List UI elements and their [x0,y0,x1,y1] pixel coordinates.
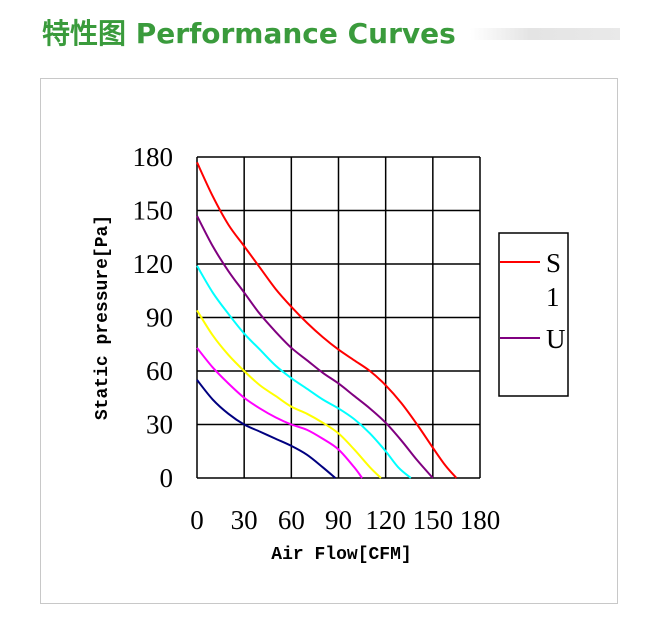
x-tick-label: 120 [365,505,406,535]
x-tick-label: 180 [460,505,501,535]
legend-box [498,232,569,397]
series-line-3 [196,265,412,479]
chart-series [196,161,458,479]
x-tick-label: 0 [190,505,204,535]
title-decoration-bar [470,28,620,40]
x-tick-label: 90 [325,505,352,535]
y-tick-label: 180 [133,142,174,172]
series-line-2 [196,215,434,479]
page-title: 特性图 Performance Curves [42,17,456,50]
x-tick-label: 30 [231,505,258,535]
chart-legend: S 1 U [498,232,569,397]
chart-frame [40,78,618,604]
legend-label: U [546,324,566,354]
y-tick-label: 60 [146,356,173,386]
y-tick-label: 30 [146,410,173,440]
y-axis-label: Static pressure[Pa] [93,215,113,420]
x-tick-label: 60 [278,505,305,535]
y-tick-label: 90 [146,303,173,333]
legend-label: 1 [546,282,560,312]
y-tick-label: 0 [160,463,174,493]
legend-label: S [546,248,561,278]
series-line-1 [196,161,458,479]
series-line-4 [196,309,382,479]
y-tick-label: 120 [133,249,174,279]
x-tick-label: 150 [413,505,454,535]
x-axis-label: Air Flow[CFM] [271,545,411,565]
chart-grid [196,156,481,479]
y-tick-label: 150 [133,196,174,226]
series-line-5 [196,347,363,479]
series-line-6 [196,379,337,479]
